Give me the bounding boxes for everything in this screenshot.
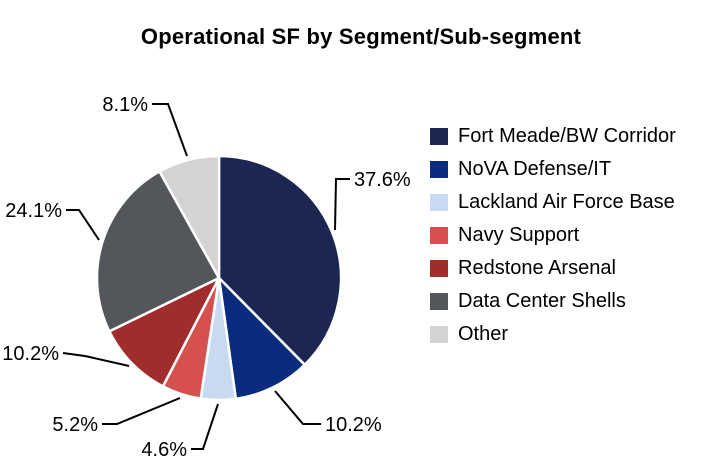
legend-swatch-lackland-air-force-base — [430, 194, 448, 211]
legend-swatch-data-center-shells — [430, 293, 448, 310]
legend-item-fort-meade-bw-corridor: Fort Meade/BW Corridor — [430, 120, 676, 153]
chart-title: Operational SF by Segment/Sub-segment — [140, 24, 582, 49]
leader-line-nova-defense-it — [274, 390, 321, 425]
leader-line-redstone-arsenal — [62, 352, 130, 367]
pie-slice-redstone-arsenal — [108, 276, 221, 388]
percent-labels-group: 37.6% 10.2% 4.6% 5.2% 10.2% 24.1% 8.1% — [2, 94, 411, 461]
legend-label-fort-meade-bw-corridor: Fort Meade/BW Corridor — [458, 125, 676, 147]
percent-label-fort-meade-bw-corridor: 37.6% — [354, 169, 411, 191]
legend-item-navy-support: Navy Support — [430, 219, 676, 252]
pie-slices-group — [95, 154, 343, 402]
legend-label-other: Other — [458, 323, 509, 345]
pie-slice-nova-defense-it — [217, 276, 306, 401]
legend: Fort Meade/BW Corridor NoVA Defense/IT Lac… — [430, 120, 676, 351]
percent-label-navy-support: 5.2% — [52, 414, 98, 436]
legend-item-redstone-arsenal: Redstone Arsenal — [430, 252, 676, 285]
legend-item-lackland-air-force-base: Lackland Air Force Base — [430, 186, 676, 219]
leader-line-other — [152, 103, 188, 157]
legend-label-lackland-air-force-base: Lackland Air Force Base — [458, 191, 675, 213]
legend-swatch-other — [430, 326, 448, 343]
pie-slice-other — [158, 154, 221, 280]
legend-label-data-center-shells: Data Center Shells — [458, 290, 626, 312]
leader-line-data-center-shells — [66, 209, 100, 241]
leader-line-fort-meade-bw-corridor — [334, 178, 350, 231]
percent-label-data-center-shells: 24.1% — [5, 200, 62, 222]
leader-line-navy-support — [102, 397, 181, 425]
legend-swatch-nova-defense-it — [430, 161, 448, 178]
percent-label-other: 8.1% — [102, 94, 148, 116]
percent-label-redstone-arsenal: 10.2% — [2, 343, 59, 365]
percent-label-lackland-air-force-base: 4.6% — [141, 439, 187, 461]
leader-lines-group — [62, 103, 350, 450]
legend-label-navy-support: Navy Support — [458, 224, 580, 246]
leader-line-lackland-air-force-base — [191, 403, 219, 450]
legend-item-other: Other — [430, 318, 676, 351]
legend-label-nova-defense-it: NoVA Defense/IT — [458, 158, 612, 180]
pie-slice-fort-meade-bw-corridor — [217, 154, 343, 367]
legend-label-redstone-arsenal: Redstone Arsenal — [458, 257, 616, 279]
legend-swatch-fort-meade-bw-corridor — [430, 128, 448, 145]
legend-item-nova-defense-it: NoVA Defense/IT — [430, 153, 676, 186]
legend-swatch-navy-support — [430, 227, 448, 244]
legend-swatch-redstone-arsenal — [430, 260, 448, 277]
percent-label-nova-defense-it: 10.2% — [325, 414, 382, 436]
pie-slice-data-center-shells — [95, 170, 221, 333]
legend-item-data-center-shells: Data Center Shells — [430, 285, 676, 318]
